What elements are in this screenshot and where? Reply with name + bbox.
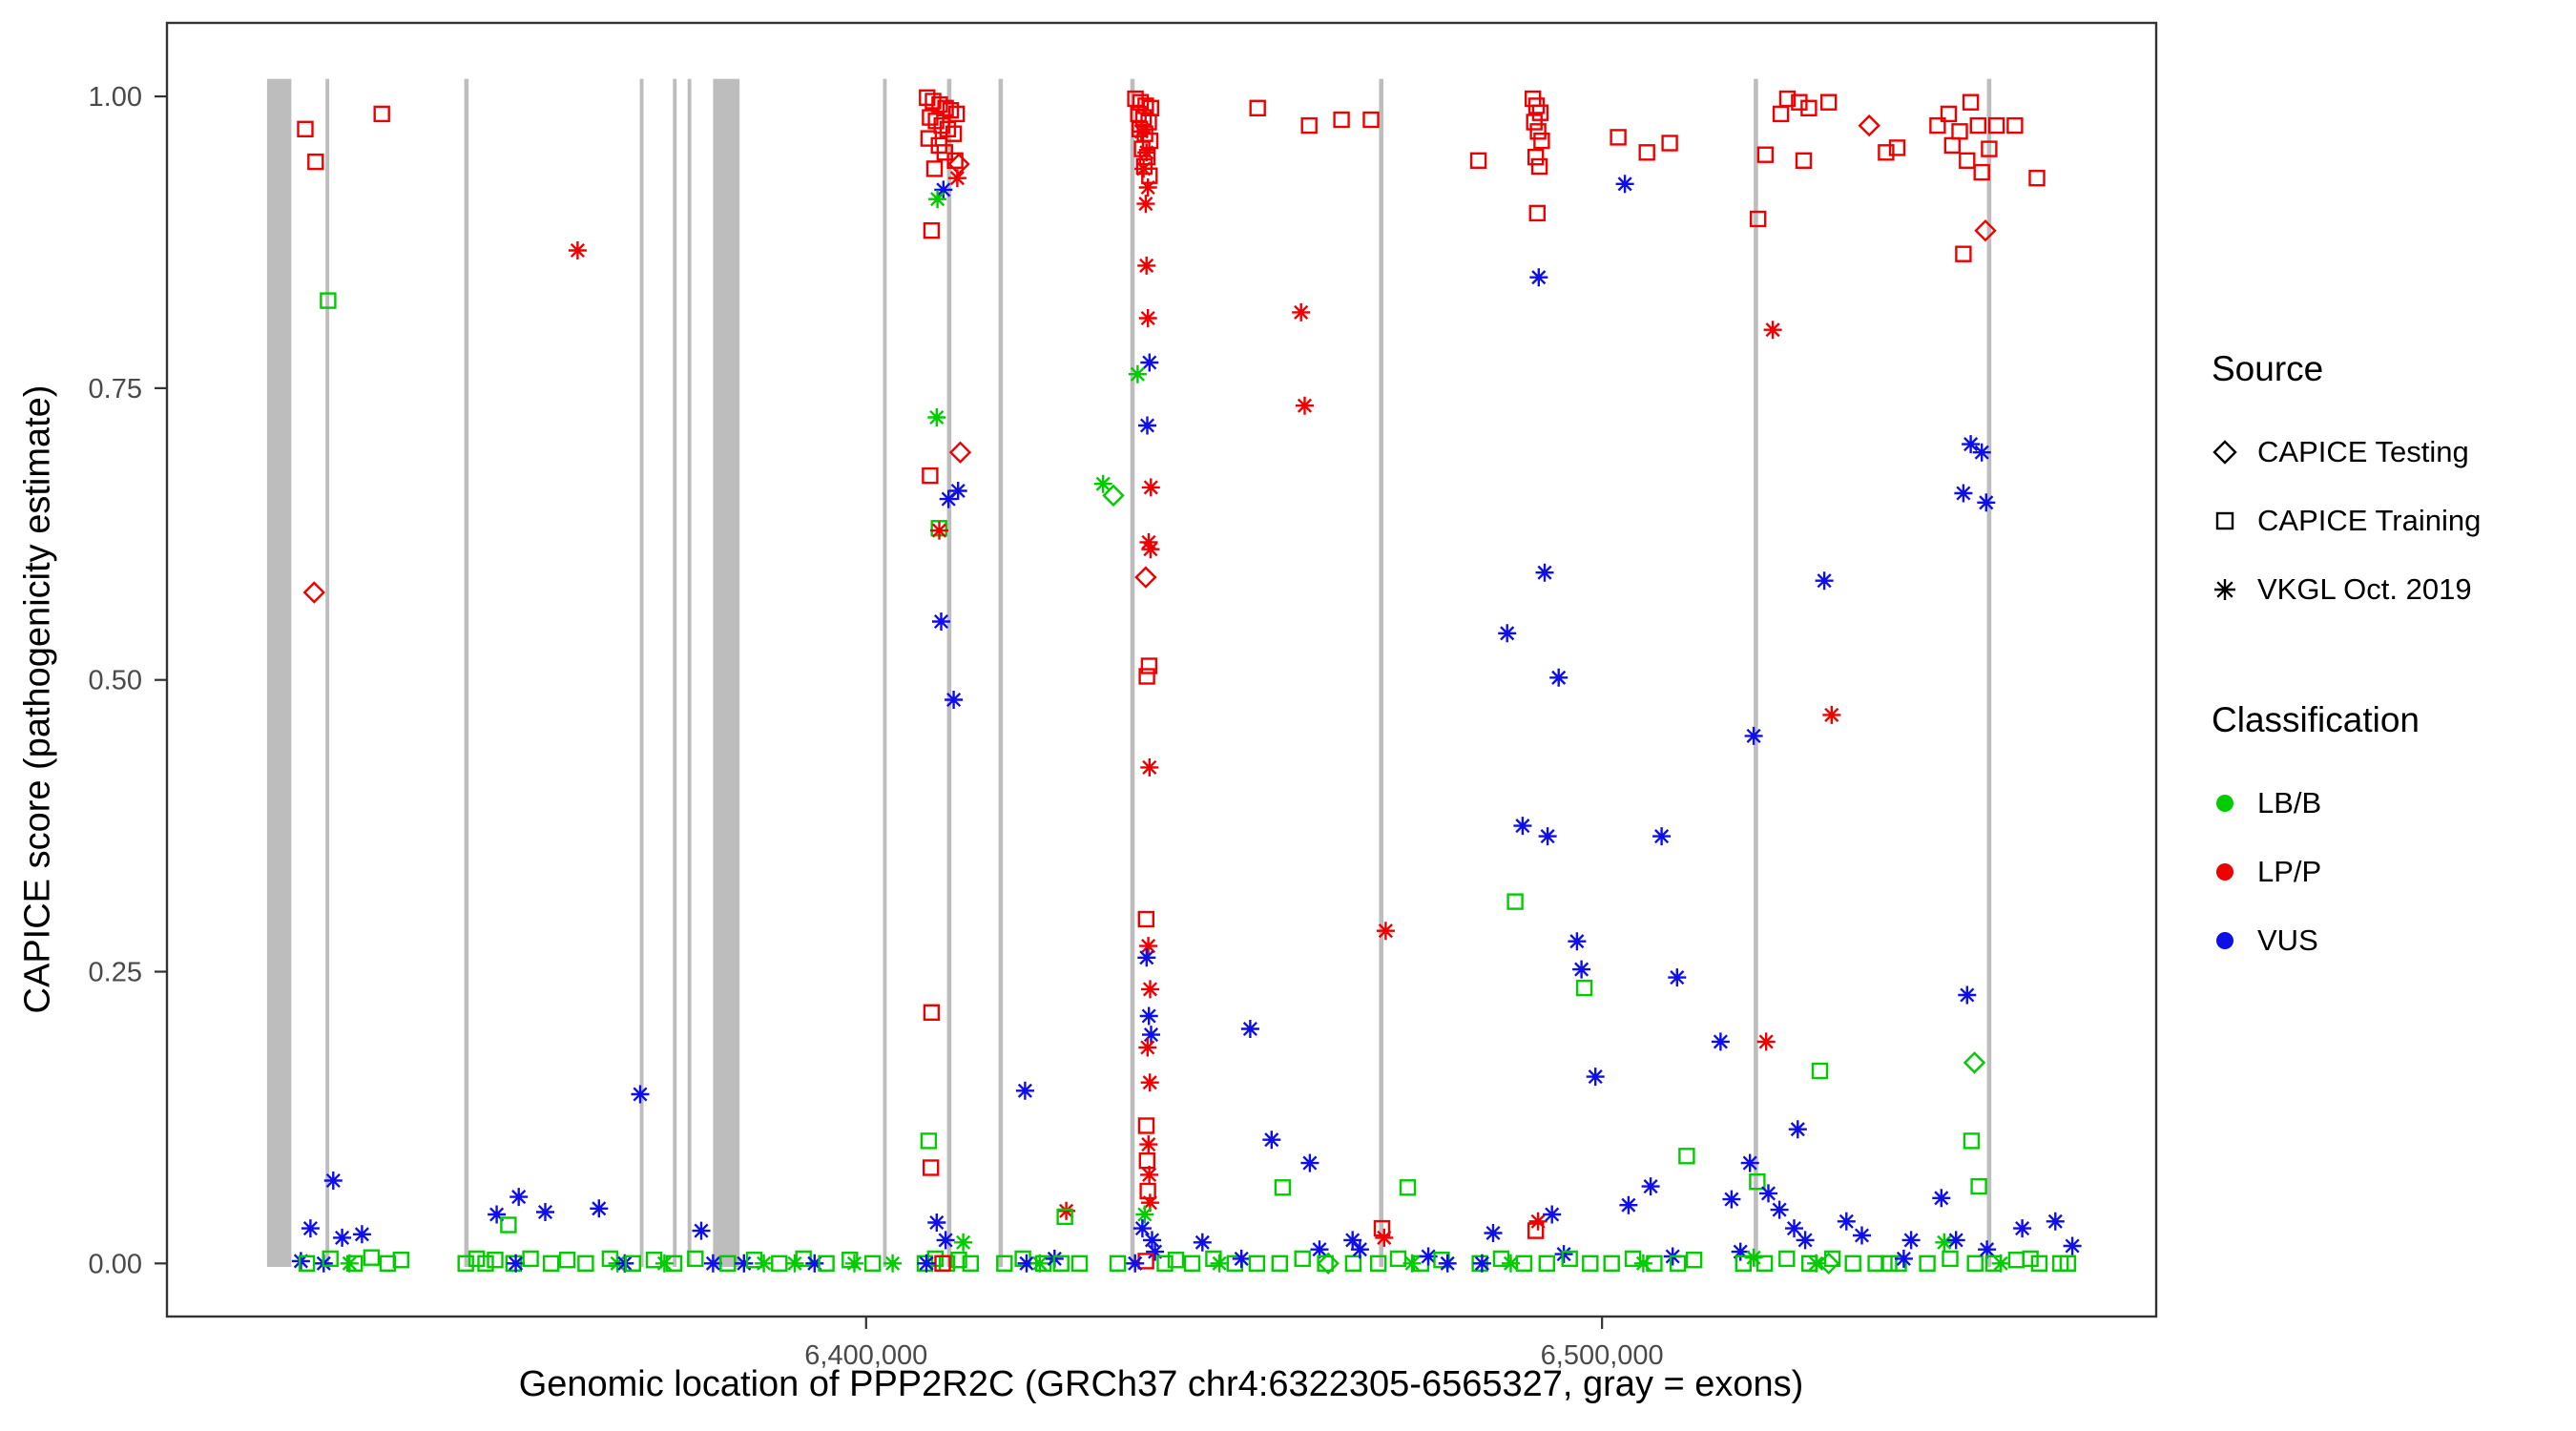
legend-item-label: LP/P	[2257, 855, 2322, 888]
svg-text:0.00: 0.00	[89, 1249, 142, 1279]
legend-item-label: VUS	[2257, 923, 2318, 957]
legend-classification-title: Classification	[2212, 700, 2420, 739]
legend-item-lpp: LP/P	[2212, 838, 2481, 906]
y-axis-title: CAPICE score (pathogenicity estimate)	[17, 384, 58, 1014]
x-axis-title: Genomic location of PPP2R2C (GRCh37 chr4…	[518, 1364, 1804, 1404]
asterisk-icon	[2214, 579, 2235, 600]
legend-source-title: Source	[2212, 349, 2324, 388]
legend-item-label: CAPICE Training	[2257, 504, 2482, 537]
legend-item-capice-training: CAPICE Training	[2212, 487, 2481, 555]
diamond-icon	[2212, 440, 2237, 465]
svg-text:0.50: 0.50	[89, 666, 142, 696]
legend-item-label: VKGL Oct. 2019	[2257, 572, 2472, 606]
svg-text:1.00: 1.00	[89, 82, 142, 113]
legend-spacer	[2212, 624, 2481, 700]
legend-item-vkgl: VKGL Oct. 2019	[2212, 555, 2481, 624]
svg-text:0.75: 0.75	[89, 374, 142, 404]
legend: Source CAPICE Testing CAPICE Training VK…	[2212, 349, 2481, 975]
legend-item-lbb: LB/B	[2212, 769, 2481, 838]
legend-item-capice-testing: CAPICE Testing	[2212, 418, 2481, 487]
vus-dot-icon	[2216, 932, 2233, 949]
legend-item-label: LB/B	[2257, 786, 2322, 819]
lbb-dot-icon	[2216, 795, 2233, 812]
svg-text:0.25: 0.25	[89, 958, 142, 988]
lpp-dot-icon	[2216, 863, 2233, 881]
legend-item-vus: VUS	[2212, 906, 2481, 975]
svg-text:6,400,000: 6,400,000	[804, 1340, 927, 1371]
svg-text:6,500,000: 6,500,000	[1541, 1340, 1664, 1371]
square-icon	[2215, 511, 2234, 530]
legend-item-label: CAPICE Testing	[2257, 435, 2469, 468]
